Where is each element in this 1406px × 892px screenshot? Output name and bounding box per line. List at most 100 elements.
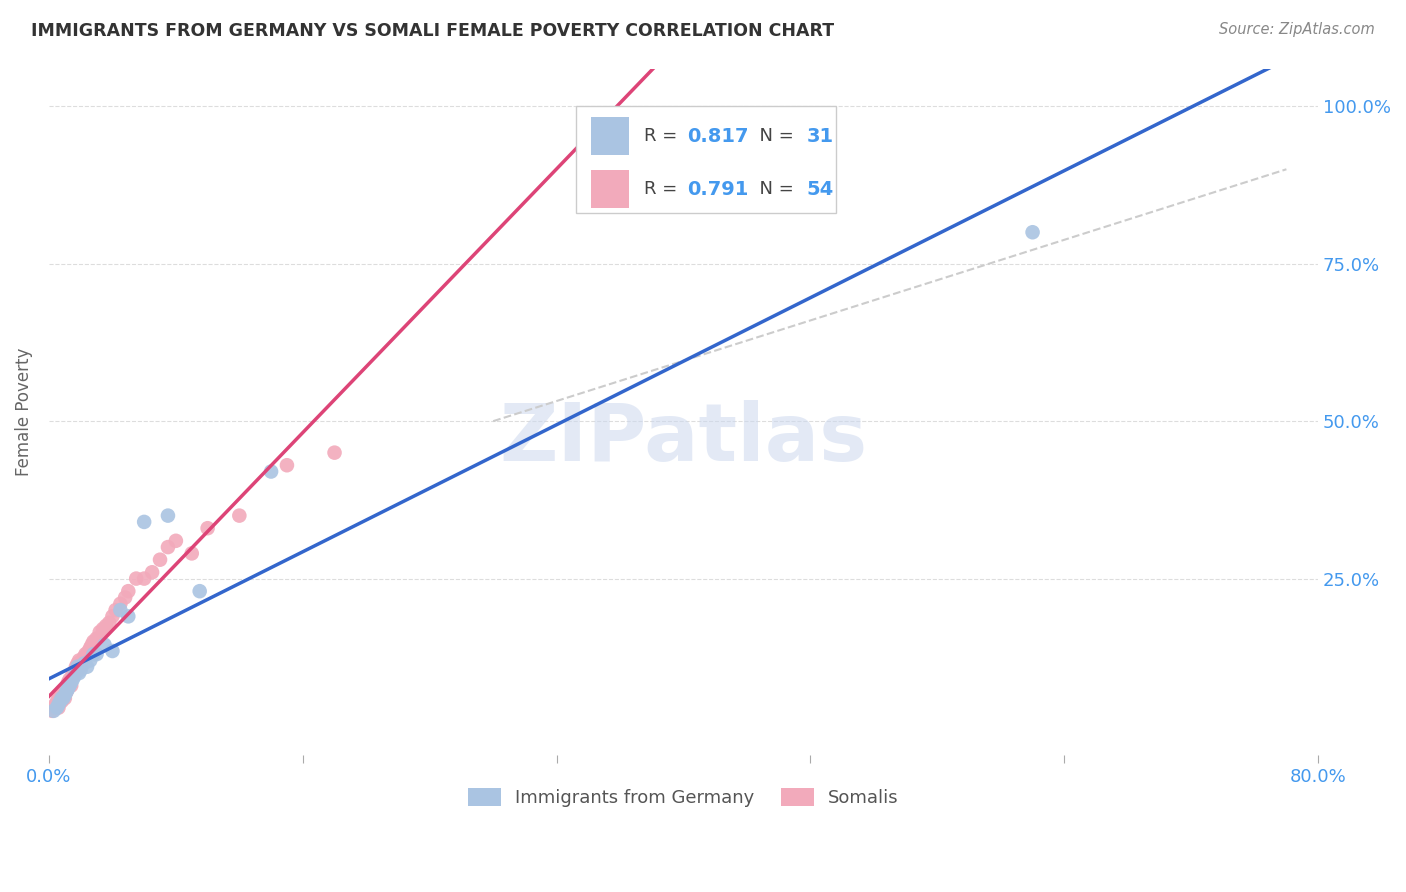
Text: N =: N = <box>748 127 800 145</box>
Point <box>156 508 179 523</box>
Point <box>101 609 124 624</box>
Legend: Immigrants from Germany, Somalis: Immigrants from Germany, Somalis <box>461 780 907 814</box>
Point <box>52 688 75 702</box>
Text: R =: R = <box>644 180 683 198</box>
Point <box>62 669 84 683</box>
Point <box>53 688 76 702</box>
Point <box>49 691 72 706</box>
Point <box>228 508 250 523</box>
Point <box>110 597 132 611</box>
Point <box>141 566 163 580</box>
Point <box>79 640 101 655</box>
Bar <box>591 117 628 155</box>
Point <box>91 622 114 636</box>
Point <box>110 603 132 617</box>
Point <box>260 465 283 479</box>
Point <box>79 653 101 667</box>
Point <box>86 632 108 646</box>
Point <box>60 675 83 690</box>
Point <box>56 681 79 696</box>
Text: IMMIGRANTS FROM GERMANY VS SOMALI FEMALE POVERTY CORRELATION CHART: IMMIGRANTS FROM GERMANY VS SOMALI FEMALE… <box>31 22 834 40</box>
Point <box>56 675 79 690</box>
Point <box>66 663 89 677</box>
Point <box>93 638 115 652</box>
Point <box>86 647 108 661</box>
Text: ZIPatlas: ZIPatlas <box>499 401 868 478</box>
Point <box>44 698 66 712</box>
Point <box>156 540 179 554</box>
Point <box>165 533 187 548</box>
Point <box>49 694 72 708</box>
Text: 0.791: 0.791 <box>688 180 749 199</box>
Point <box>65 659 87 673</box>
Text: 0.817: 0.817 <box>688 127 749 145</box>
Point <box>69 663 91 677</box>
Point <box>63 666 86 681</box>
FancyBboxPatch shape <box>575 106 835 212</box>
Point <box>76 647 98 661</box>
Point <box>51 694 73 708</box>
Point <box>67 666 90 681</box>
Point <box>66 659 89 673</box>
Point <box>72 653 94 667</box>
Point <box>55 685 77 699</box>
Point <box>1021 225 1043 239</box>
Point <box>60 679 83 693</box>
Point <box>52 691 75 706</box>
Point <box>58 679 80 693</box>
Point <box>73 657 96 671</box>
Point <box>117 584 139 599</box>
Point <box>62 673 84 687</box>
Point <box>45 694 67 708</box>
Point <box>42 704 65 718</box>
Point <box>98 615 121 630</box>
Point <box>63 669 86 683</box>
Point <box>114 591 136 605</box>
Point <box>149 552 172 566</box>
Point <box>82 647 104 661</box>
Point <box>188 584 211 599</box>
Point <box>53 681 76 696</box>
Point <box>101 644 124 658</box>
Point <box>58 673 80 687</box>
Text: Source: ZipAtlas.com: Source: ZipAtlas.com <box>1219 22 1375 37</box>
Point <box>76 659 98 673</box>
Point <box>41 704 63 718</box>
Point <box>67 653 90 667</box>
Point <box>180 546 202 560</box>
Point <box>48 698 70 712</box>
Point <box>66 657 89 671</box>
Point <box>56 679 79 693</box>
Text: 31: 31 <box>807 127 834 145</box>
Point <box>104 603 127 617</box>
Y-axis label: Female Poverty: Female Poverty <box>15 348 32 476</box>
Point <box>75 647 97 661</box>
Point <box>276 458 298 473</box>
Point <box>55 685 77 699</box>
Point <box>82 634 104 648</box>
Point <box>65 666 87 681</box>
Point <box>134 572 156 586</box>
Point <box>125 572 148 586</box>
Point <box>48 700 70 714</box>
Point <box>62 666 84 681</box>
Point <box>323 445 346 459</box>
Text: 54: 54 <box>807 180 834 199</box>
Point <box>69 659 91 673</box>
Point <box>51 685 73 699</box>
Point <box>89 625 111 640</box>
Point <box>134 515 156 529</box>
Point <box>51 691 73 706</box>
Point <box>80 638 103 652</box>
Point <box>197 521 219 535</box>
Point <box>77 644 100 658</box>
Point <box>45 700 67 714</box>
Point <box>73 650 96 665</box>
Point <box>94 619 117 633</box>
Point <box>48 688 70 702</box>
Point <box>53 691 76 706</box>
Text: N =: N = <box>748 180 800 198</box>
Point <box>42 700 65 714</box>
Text: R =: R = <box>644 127 683 145</box>
Bar <box>591 170 628 208</box>
